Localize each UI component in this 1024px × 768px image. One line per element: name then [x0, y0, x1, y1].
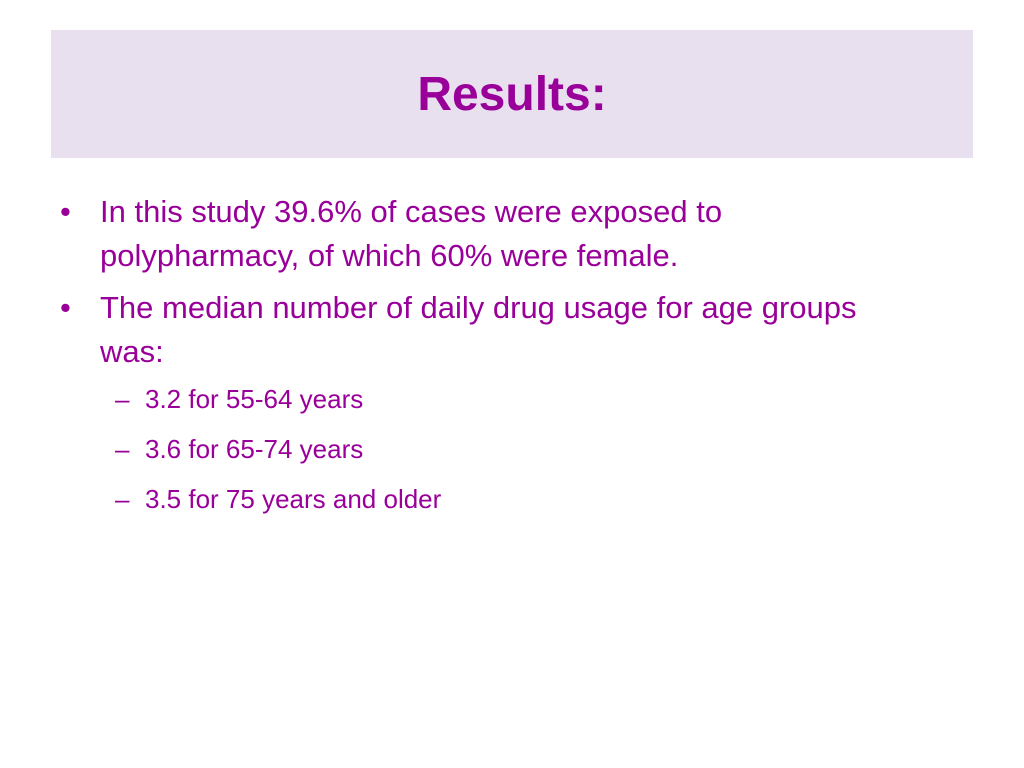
title: Results: [417, 67, 607, 121]
sub-bullet: 3.5 for 75 years and older [60, 482, 900, 516]
sub-bullet: 3.2 for 55-64 years [60, 382, 900, 416]
title-bar: Results: [51, 30, 973, 158]
bullet: In this study 39.6% of cases were expose… [60, 190, 900, 278]
content: In this study 39.6% of cases were expose… [60, 190, 900, 532]
bullet: The median number of daily drug usage fo… [60, 286, 900, 374]
sub-bullet: 3.6 for 65-74 years [60, 432, 900, 466]
